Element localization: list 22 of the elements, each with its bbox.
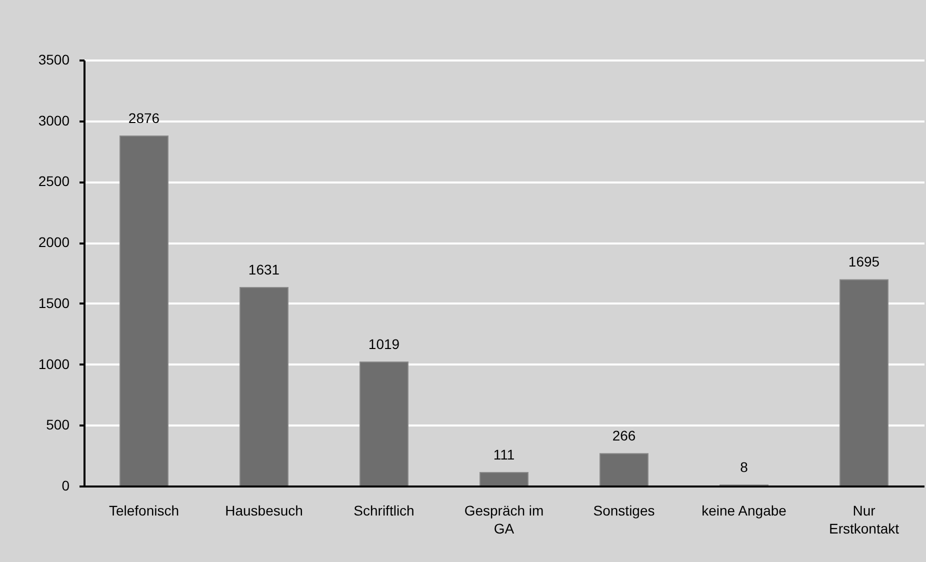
y-tick-label: 0 (62, 478, 70, 494)
y-tick-label: 2500 (38, 173, 70, 190)
x-tick-label: Nur Erstkontakt (828, 502, 900, 536)
data-label: 2876 (128, 110, 160, 126)
x-tick-label: Hausbesuch (225, 502, 303, 518)
y-tick-label: 1000 (38, 356, 70, 372)
y-tick-label: 3500 (38, 52, 70, 68)
data-label: 8 (740, 459, 748, 476)
x-tick-label: keine Angabe (702, 502, 787, 518)
x-tick-label: Sonstiges (593, 502, 655, 518)
y-tick-label: 3000 (38, 112, 70, 128)
y-tick-label: 2000 (38, 234, 70, 250)
data-label: 266 (612, 428, 636, 444)
data-label: 1631 (248, 261, 280, 278)
x-tick-label: Schriftlich (354, 502, 414, 518)
data-label: 111 (493, 446, 515, 462)
x-tick-label: Telefonisch (108, 502, 180, 518)
data-label: 1019 (368, 336, 400, 352)
y-tick-label: 1500 (38, 294, 70, 311)
data-label: 1695 (848, 254, 880, 270)
x-tick-label: Gespräch im GA (464, 502, 544, 536)
y-tick-label: 500 (46, 416, 70, 433)
